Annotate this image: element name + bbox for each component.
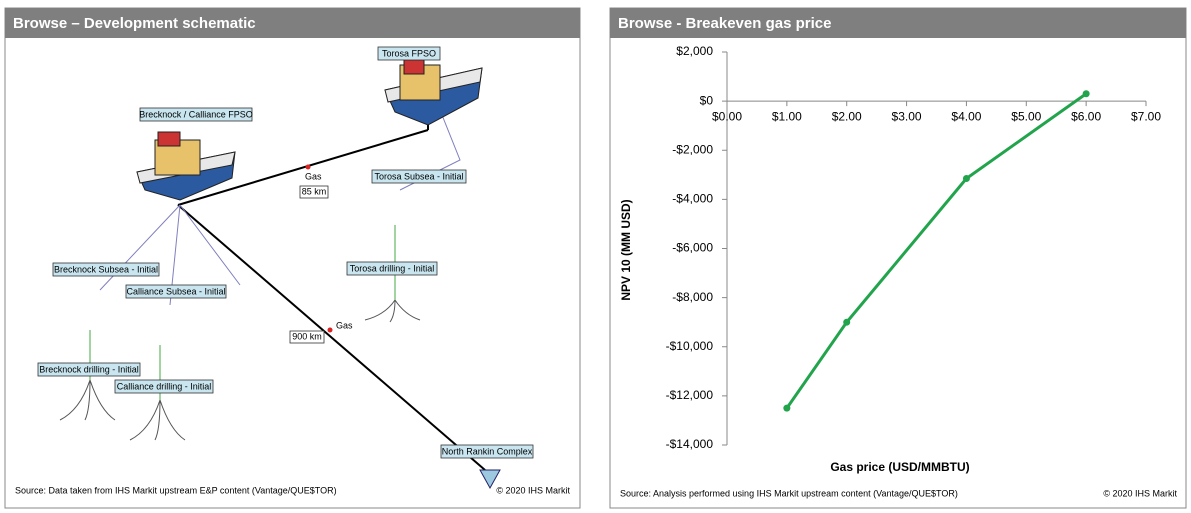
chart-title: Browse - Breakeven gas price [618, 15, 831, 32]
label: North Rankin Complex [442, 446, 533, 456]
label: Calliance drilling - Initial [117, 381, 212, 391]
panel [609, 7, 1187, 509]
panel-header [610, 8, 1186, 38]
point [962, 174, 970, 182]
y-tick-label: -$14,000 [666, 437, 714, 451]
label: Brecknock Subsea - Initial [54, 264, 158, 274]
label: Brecknock / Calliance FPSO [139, 109, 253, 119]
copyright: © 2020 IHS Markit [1103, 488, 1177, 498]
pipeline-length: 85 km [302, 186, 327, 196]
label: Brecknock drilling - Initial [39, 364, 139, 374]
y-tick-label: -$10,000 [666, 339, 714, 353]
x-axis-label: Gas price (USD/MMBTU) [830, 460, 969, 474]
y-tick-label: -$4,000 [672, 192, 713, 206]
y-tick-label: -$6,000 [672, 241, 713, 255]
x-tick-label: $6.00 [1071, 109, 1101, 123]
x-tick-label: $1.00 [772, 109, 802, 123]
source: Source: Data taken from IHS Markit upstr… [15, 485, 337, 495]
copyright: © 2020 IHS Markit [496, 485, 570, 495]
y-tick-label: $2,000 [676, 44, 713, 58]
schematic [59, 59, 501, 490]
x-tick-label: $7.00 [1131, 109, 1161, 123]
y-tick-label: -$8,000 [672, 290, 713, 304]
line [785, 92, 1088, 410]
x-tick-label: $4.00 [951, 109, 981, 123]
panel [4, 7, 581, 509]
label: Torosa drilling - Initial [350, 263, 435, 273]
y-axis-label: NPV 10 (MM USD) [619, 199, 633, 300]
x-tick-label: $2.00 [832, 109, 862, 123]
point [783, 404, 791, 412]
y-tick-label: $0 [700, 93, 714, 107]
diagram-title: Browse – Development schematic [13, 15, 256, 32]
x-tick-label: $0.00 [712, 109, 742, 123]
point [843, 318, 851, 326]
pipeline-product: Gas [336, 320, 353, 330]
point [1082, 90, 1090, 98]
label: Torosa Subsea - Initial [374, 171, 463, 181]
pipeline-product: Gas [305, 171, 322, 181]
label: Torosa FPSO [382, 48, 436, 58]
y-tick-label: -$12,000 [666, 388, 714, 402]
y-tick-label: -$2,000 [672, 142, 713, 156]
panel-header [5, 8, 580, 38]
source: Source: Analysis performed using IHS Mar… [620, 488, 958, 498]
pipeline-length: 900 km [292, 331, 322, 341]
label: Calliance Subsea - Initial [126, 286, 225, 296]
x-tick-label: $3.00 [892, 109, 922, 123]
labels: Torosa FPSO Brecknock / Calliance FPSO T… [37, 46, 534, 459]
x-tick-label: $5.00 [1011, 109, 1041, 123]
